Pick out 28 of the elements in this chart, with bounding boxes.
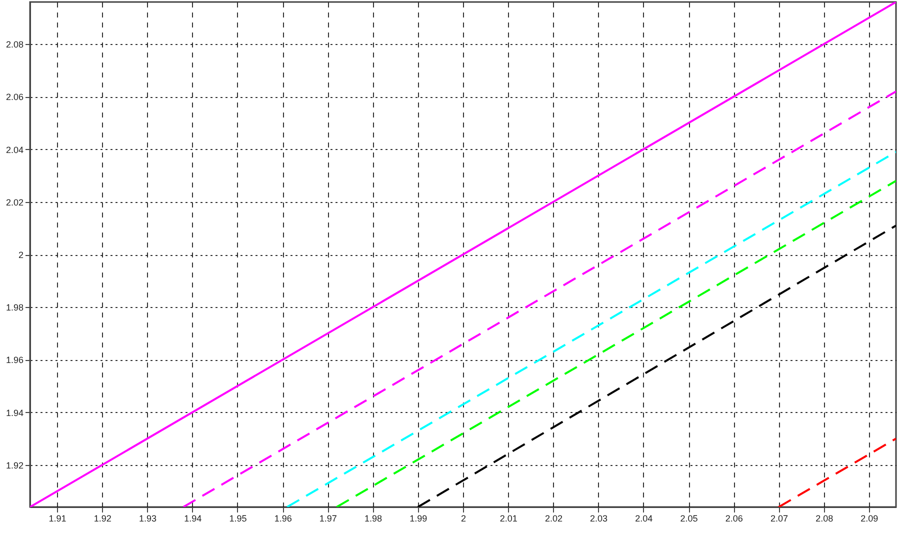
x-tick-label: 2.06 — [725, 514, 743, 524]
y-tick-label: 2.04 — [6, 144, 24, 155]
x-tick-label: 2 — [460, 514, 466, 524]
y-tick-label: 1.98 — [6, 302, 24, 313]
x-tick-label: 1.99 — [410, 514, 428, 524]
x-tick-label: 1.96 — [274, 514, 292, 524]
x-tick-label: 2.07 — [770, 514, 788, 524]
y-tick-label: 2.02 — [6, 197, 24, 208]
x-tick-label: 1.94 — [184, 514, 202, 524]
x-tick-label: 2.05 — [680, 514, 698, 524]
x-tick-label: 1.93 — [139, 514, 157, 524]
y-tick-label: 2 — [18, 250, 24, 260]
x-tick-label: 1.92 — [94, 514, 112, 524]
x-tick-label: 2.08 — [816, 514, 834, 524]
y-tick-label: 1.92 — [6, 460, 24, 470]
y-tick-label: 2.08 — [6, 40, 24, 50]
y-tick-label: 1.96 — [6, 355, 24, 366]
x-tick-label: 1.97 — [319, 514, 337, 524]
x-tick-label: 2.03 — [590, 514, 608, 524]
x-tick-label: 2.09 — [860, 514, 878, 524]
x-tick-label: 1.91 — [48, 514, 66, 524]
y-tick-label: 1.94 — [6, 408, 24, 418]
x-tick-label: 1.95 — [229, 514, 247, 524]
x-tick-label: 2.04 — [635, 514, 653, 524]
y-tick-label: 2.06 — [6, 92, 24, 102]
x-tick-label: 1.98 — [364, 514, 382, 524]
x-tick-label: 2.02 — [544, 514, 562, 524]
x-tick-label: 2.01 — [500, 514, 518, 524]
